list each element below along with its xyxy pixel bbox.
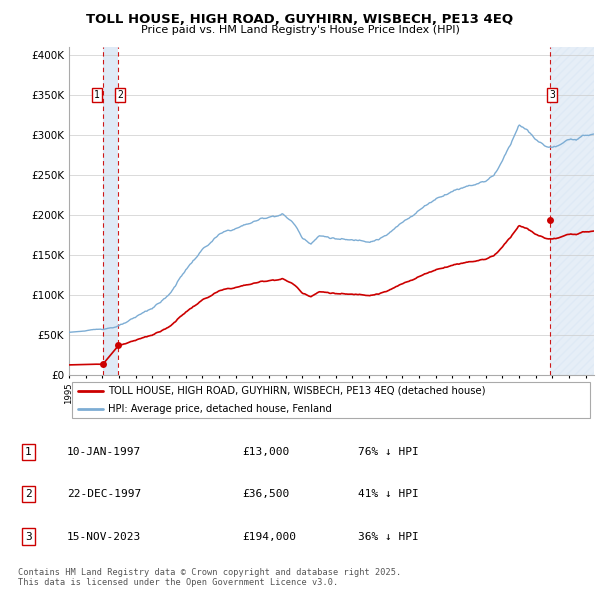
Text: HPI: Average price, detached house, Fenland: HPI: Average price, detached house, Fenl…: [109, 404, 332, 414]
Text: 3: 3: [549, 90, 555, 100]
Text: Contains HM Land Registry data © Crown copyright and database right 2025.
This d: Contains HM Land Registry data © Crown c…: [18, 568, 401, 587]
Text: 76% ↓ HPI: 76% ↓ HPI: [358, 447, 418, 457]
Bar: [550, 47, 594, 375]
FancyBboxPatch shape: [71, 382, 590, 418]
Text: TOLL HOUSE, HIGH ROAD, GUYHIRN, WISBECH, PE13 4EQ: TOLL HOUSE, HIGH ROAD, GUYHIRN, WISBECH,…: [86, 13, 514, 26]
Text: TOLL HOUSE, HIGH ROAD, GUYHIRN, WISBECH, PE13 4EQ (detached house): TOLL HOUSE, HIGH ROAD, GUYHIRN, WISBECH,…: [109, 386, 486, 396]
Text: £36,500: £36,500: [242, 489, 290, 499]
Text: 1: 1: [94, 90, 100, 100]
Text: £13,000: £13,000: [242, 447, 290, 457]
Text: 10-JAN-1997: 10-JAN-1997: [67, 447, 141, 457]
Bar: [103, 47, 118, 375]
Text: Price paid vs. HM Land Registry's House Price Index (HPI): Price paid vs. HM Land Registry's House …: [140, 25, 460, 35]
Text: 15-NOV-2023: 15-NOV-2023: [67, 532, 141, 542]
Text: 2: 2: [25, 489, 32, 499]
Text: 36% ↓ HPI: 36% ↓ HPI: [358, 532, 418, 542]
Text: 22-DEC-1997: 22-DEC-1997: [67, 489, 141, 499]
Text: 1: 1: [25, 447, 32, 457]
Text: 2: 2: [117, 90, 123, 100]
Text: 41% ↓ HPI: 41% ↓ HPI: [358, 489, 418, 499]
Text: £194,000: £194,000: [242, 532, 296, 542]
Text: 3: 3: [25, 532, 32, 542]
